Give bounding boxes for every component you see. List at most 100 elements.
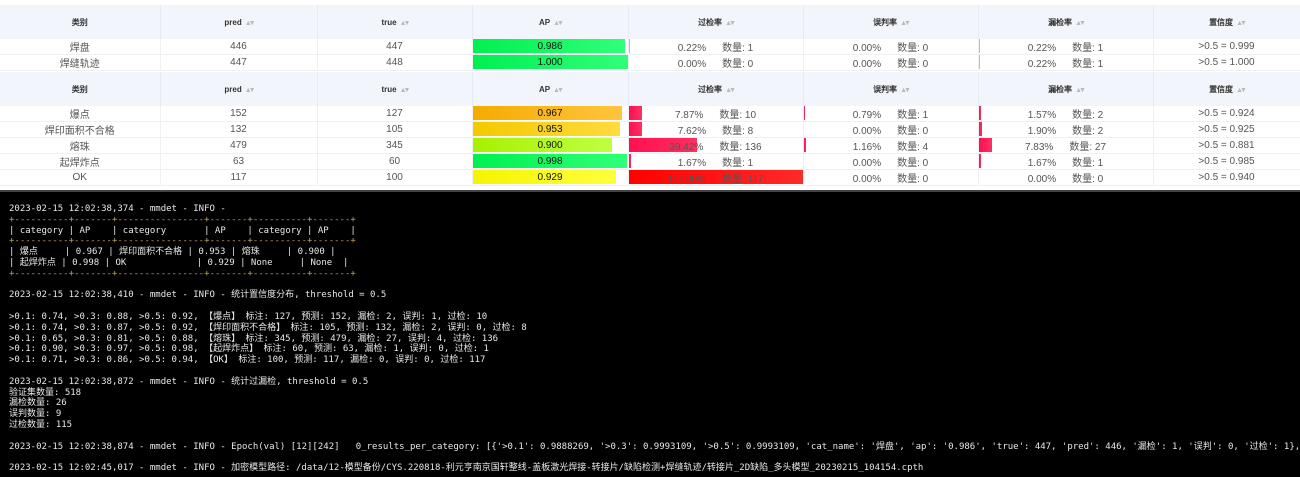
column-header[interactable]: AP ▲▼ (472, 5, 629, 39)
sort-icon[interactable]: ▲▼ (900, 86, 911, 94)
column-label: AP (539, 17, 551, 27)
column-header[interactable]: AP ▲▼ (472, 72, 629, 106)
column-header[interactable]: 置信度 ▲▼ (1153, 5, 1300, 39)
ap-value: 0.967 (537, 108, 563, 119)
ap-bar (472, 55, 628, 69)
misjudge-count: 数量: 1 (897, 110, 929, 121)
cell-confidence: >0.5 = 0.999 (1153, 39, 1300, 55)
sort-icon[interactable]: ▲▼ (553, 19, 564, 27)
log-line: >0.1: 0.90, >0.3: 0.97, >0.5: 0.98, 【起焊炸… (9, 344, 489, 355)
missed-rate: 1.57% (1027, 110, 1057, 121)
column-header[interactable]: 类别 (0, 5, 161, 39)
sort-icon[interactable]: ▲▼ (900, 19, 911, 27)
column-header[interactable]: 漏检率 ▲▼ (978, 72, 1154, 106)
log-line (9, 301, 1300, 312)
log-line: 2023-02-15 12:02:45,017 - mmdet - INFO -… (9, 463, 924, 474)
column-label: true (381, 84, 397, 94)
column-label: 误判率 (873, 84, 898, 94)
column-header[interactable]: 误判率 ▲▼ (803, 72, 979, 106)
missed-bar (978, 39, 981, 53)
column-header[interactable]: 置信度 ▲▼ (1153, 72, 1300, 106)
sort-icon[interactable]: ▲▼ (553, 86, 564, 94)
column-header[interactable]: 误判率 ▲▼ (803, 5, 979, 39)
overcheck-count: 数量: 1 (722, 43, 754, 54)
sort-icon[interactable]: ▲▼ (725, 86, 736, 94)
overcheck-bar (628, 138, 698, 152)
column-header[interactable]: true ▲▼ (317, 5, 473, 39)
missed-rate: 0.22% (1027, 59, 1057, 70)
misjudge-rate: 0.79% (852, 110, 882, 121)
ap-value: 0.998 (537, 156, 563, 167)
cell-missed: 0.22% 数量: 1 (978, 54, 1154, 71)
cell-true: 100 (317, 169, 473, 186)
column-header[interactable]: pred ▲▼ (160, 5, 318, 39)
column-label: 过检率 (698, 84, 723, 94)
log-line: 验证集数量: 518 (9, 387, 82, 398)
log-line: | 起焊炸点 | 0.998 | OK | 0.929 | None | Non… (9, 257, 349, 268)
misjudge-rate: 0.00% (852, 59, 882, 70)
missed-count: 数量: 2 (1072, 110, 1104, 121)
cell-confidence: >0.5 = 0.925 (1153, 121, 1300, 138)
missed-bar (978, 122, 982, 136)
sort-icon[interactable]: ▲▼ (1075, 19, 1086, 27)
cell-misjudge: 0.00% 数量: 0 (803, 153, 979, 170)
table-row: 焊盘 446 447 0.986 0.22% 数量: 1 0.00% 数量: 0 0.22% 数量… (0, 39, 1300, 55)
cell-missed: 1.57% 数量: 2 (978, 106, 1154, 122)
cell-true: 127 (317, 106, 473, 122)
column-header[interactable]: 类别 (0, 72, 161, 106)
log-line: +----------+-------+----------------+---… (9, 268, 356, 279)
column-header[interactable]: pred ▲▼ (160, 72, 318, 106)
cell-overcheck: 0.22% 数量: 1 (628, 39, 804, 55)
sort-icon[interactable]: ▲▼ (244, 19, 256, 27)
missed-count: 数量: 0 (1072, 174, 1104, 185)
column-header[interactable]: true ▲▼ (317, 72, 473, 106)
missed-rate: 1.67% (1027, 158, 1057, 169)
misjudge-count: 数量: 0 (897, 43, 929, 54)
column-header[interactable]: 过检率 ▲▼ (628, 5, 804, 39)
sort-icon[interactable]: ▲▼ (399, 86, 411, 94)
misjudge-rate: 0.00% (852, 174, 882, 185)
log-line (9, 431, 1300, 442)
missed-rate: 0.22% (1027, 43, 1057, 54)
cell-cat: 熔珠 (0, 137, 161, 154)
cell-ap: 0.998 (472, 153, 629, 170)
missed-count: 数量: 1 (1072, 59, 1104, 70)
cell-misjudge: 0.00% 数量: 0 (803, 54, 979, 71)
overcheck-bar (628, 154, 632, 168)
missed-rate: 1.90% (1027, 126, 1057, 137)
cell-confidence: >0.5 = 0.985 (1153, 153, 1300, 170)
column-label: pred (224, 84, 242, 94)
sort-icon[interactable]: ▲▼ (1236, 19, 1247, 27)
log-line: +----------+-------+----------------+---… (9, 236, 356, 247)
cell-missed: 1.90% 数量: 2 (978, 121, 1154, 138)
ap-value: 0.986 (537, 41, 563, 52)
overcheck-count: 数量: 1 (722, 158, 754, 169)
missed-rate: 7.83% (1024, 142, 1054, 153)
misjudge-rate: 0.00% (852, 43, 882, 54)
header-row: 类别 pred ▲▼ true ▲▼ AP ▲▼ 过检率 ▲▼ 误判率 ▲▼ 漏检率 ▲▼ 置信度 ▲▼ (0, 5, 1300, 39)
cell-misjudge: 0.00% 数量: 0 (803, 39, 979, 55)
missed-rate: 0.00% (1027, 174, 1057, 185)
table-row: 爆点 152 127 0.967 7.87% 数量: 10 0.79% 数量: 1 1.57% 数… (0, 106, 1300, 122)
overcheck-bar (628, 106, 643, 120)
cell-overcheck: 7.62% 数量: 8 (628, 121, 804, 138)
overcheck-bar (628, 122, 642, 136)
sort-icon[interactable]: ▲▼ (1075, 86, 1086, 94)
sort-icon[interactable]: ▲▼ (725, 19, 736, 27)
column-label: 类别 (71, 17, 88, 27)
missed-bar (978, 55, 981, 69)
column-header[interactable]: 漏检率 ▲▼ (978, 5, 1154, 39)
table-row: 焊印面积不合格 132 105 0.953 7.62% 数量: 8 0.00% 数量: 0 1.… (0, 121, 1300, 138)
cell-true: 447 (317, 39, 473, 55)
sort-icon[interactable]: ▲▼ (1236, 86, 1247, 94)
log-line: 过检数量: 115 (9, 419, 73, 430)
sort-icon[interactable]: ▲▼ (244, 86, 256, 94)
header-row: 类别 pred ▲▼ true ▲▼ AP ▲▼ 过检率 ▲▼ 误判率 ▲▼ 漏检率 ▲▼ 置信度 ▲▼ (0, 72, 1300, 106)
sort-icon[interactable]: ▲▼ (399, 19, 411, 27)
log-line: 漏检数量: 26 (9, 398, 67, 409)
cell-missed: 0.22% 数量: 1 (978, 39, 1154, 55)
ap-value: 0.929 (537, 172, 563, 183)
log-line: 误判数量: 9 (9, 409, 62, 420)
column-header[interactable]: 过检率 ▲▼ (628, 72, 804, 106)
overcheck-rate: 7.62% (677, 126, 707, 137)
